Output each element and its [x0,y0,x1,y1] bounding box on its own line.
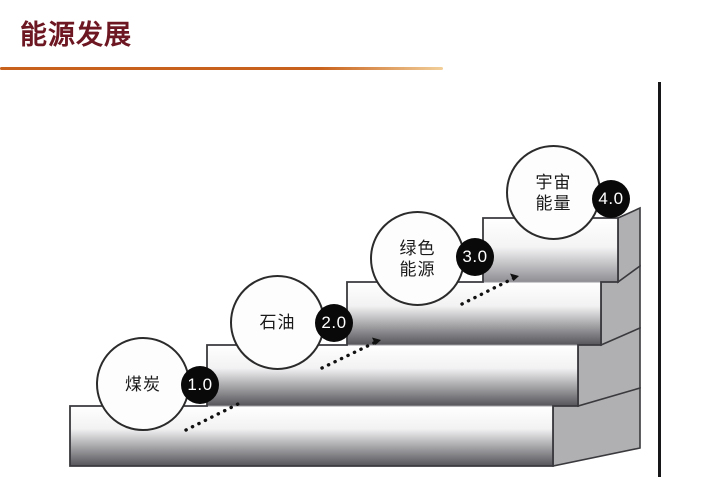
connector-2-to-3 [320,339,380,370]
right-vertical-divider [658,82,661,477]
stage-badge-1[interactable]: 1.0 [181,366,219,404]
stage-bubble-1[interactable]: 煤炭 [96,337,190,431]
stage-badge-3-text: 3.0 [462,247,488,266]
stage-bubble-2[interactable]: 石油 [230,275,325,370]
stage-badge-2[interactable]: 2.0 [315,304,353,342]
slide-header: 能源发展 [0,0,720,78]
staircase-outline [69,217,619,467]
connector-arrowheads [372,273,519,345]
stage-badge-1-text: 1.0 [187,375,213,394]
connector-3-to-4 [460,275,518,306]
energy-development-staircase-diagram: 煤炭 石油 绿色 能源 宇宙 能量 1.0 2.0 3.0 4.0 [0,70,720,489]
connector-lines [184,275,518,432]
staircase-graphic [69,206,641,467]
connector-1-to-2 [184,401,242,432]
stage-label-1: 煤炭 [125,374,161,394]
stage-label-4: 宇宙 能量 [535,172,572,213]
stage-badge-2-text: 2.0 [321,313,347,332]
stage-badge-3[interactable]: 3.0 [456,238,494,276]
step-side-faces [552,206,641,467]
connector-arrowhead-3-to-4 [510,273,519,281]
stage-bubble-4[interactable]: 宇宙 能量 [506,145,601,240]
title-underline-rule [0,67,443,70]
connector-arrowhead-2-to-3 [372,337,381,345]
stage-bubble-3[interactable]: 绿色 能源 [370,211,465,306]
stage-label-2: 石油 [259,313,296,332]
stage-label-3: 绿色 能源 [399,238,436,279]
stage-badge-4[interactable]: 4.0 [592,180,630,218]
page-title: 能源发展 [20,20,132,50]
stage-badge-4-text: 4.0 [598,189,624,208]
